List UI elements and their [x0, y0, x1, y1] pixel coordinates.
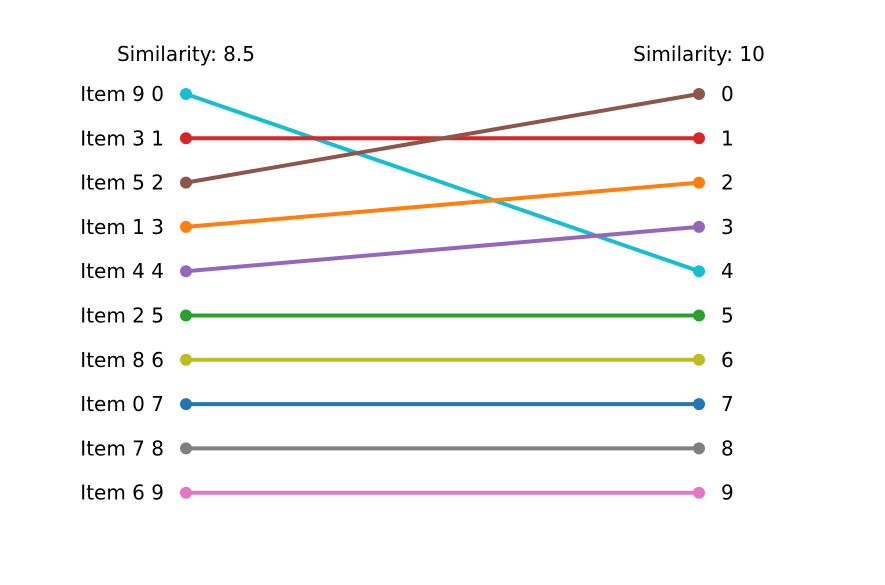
left-tick-label-7: Item 0 7 — [80, 392, 164, 416]
point-left-9 — [180, 486, 192, 499]
right-tick-label-4: 4 — [721, 259, 734, 283]
right-tick-label-3: 3 — [721, 215, 734, 239]
point-right-3 — [693, 176, 705, 189]
left-tick-label-1: Item 3 1 — [80, 126, 164, 150]
point-right-8 — [693, 442, 705, 455]
series-markers — [180, 88, 705, 499]
series-line-0 — [185, 92, 700, 274]
right-tick-label-9: 9 — [721, 481, 734, 505]
left-column-title: Similarity: 8.5 — [117, 42, 255, 66]
right-tick-label-0: 0 — [721, 82, 734, 106]
point-left-4 — [180, 265, 192, 278]
right-tick-label-7: 7 — [721, 392, 734, 416]
point-right-2 — [693, 88, 705, 100]
point-left-1 — [180, 132, 192, 145]
right-tick-label-1: 1 — [721, 126, 734, 150]
point-right-9 — [693, 486, 705, 499]
right-column-title: Similarity: 10 — [633, 42, 765, 66]
point-right-0 — [693, 265, 705, 278]
left-tick-label-0: Item 9 0 — [80, 82, 164, 106]
right-tick-label-5: 5 — [721, 304, 734, 328]
point-left-8 — [180, 442, 192, 455]
point-left-6 — [180, 353, 192, 366]
tick-labels: Item 9 0 0 Item 3 1 1 Item 5 2 2 Item 1 3 3 Item… — [80, 82, 733, 505]
point-left-7 — [180, 398, 192, 411]
right-tick-label-6: 6 — [721, 348, 734, 372]
series-lines — [185, 92, 700, 495]
right-tick-label-8: 8 — [721, 436, 734, 460]
left-tick-label-4: Item 4 4 — [80, 259, 164, 283]
series-line-4 — [185, 224, 700, 274]
left-tick-label-6: Item 8 6 — [80, 348, 164, 372]
point-right-7 — [693, 398, 705, 411]
point-right-1 — [693, 132, 705, 145]
point-right-6 — [693, 353, 705, 366]
series-line-3 — [185, 180, 700, 229]
left-tick-label-2: Item 5 2 — [80, 171, 164, 195]
left-tick-label-9: Item 6 9 — [80, 481, 164, 505]
point-left-3 — [180, 220, 192, 233]
point-left-0 — [180, 88, 192, 100]
point-right-4 — [693, 220, 705, 233]
point-left-2 — [180, 176, 192, 189]
left-tick-label-8: Item 7 8 — [80, 436, 164, 460]
right-tick-label-2: 2 — [721, 171, 734, 195]
left-tick-label-5: Item 2 5 — [80, 304, 164, 328]
left-tick-label-3: Item 1 3 — [80, 215, 164, 239]
series-line-2 — [185, 92, 700, 185]
point-left-5 — [180, 309, 192, 322]
point-right-5 — [693, 309, 705, 322]
